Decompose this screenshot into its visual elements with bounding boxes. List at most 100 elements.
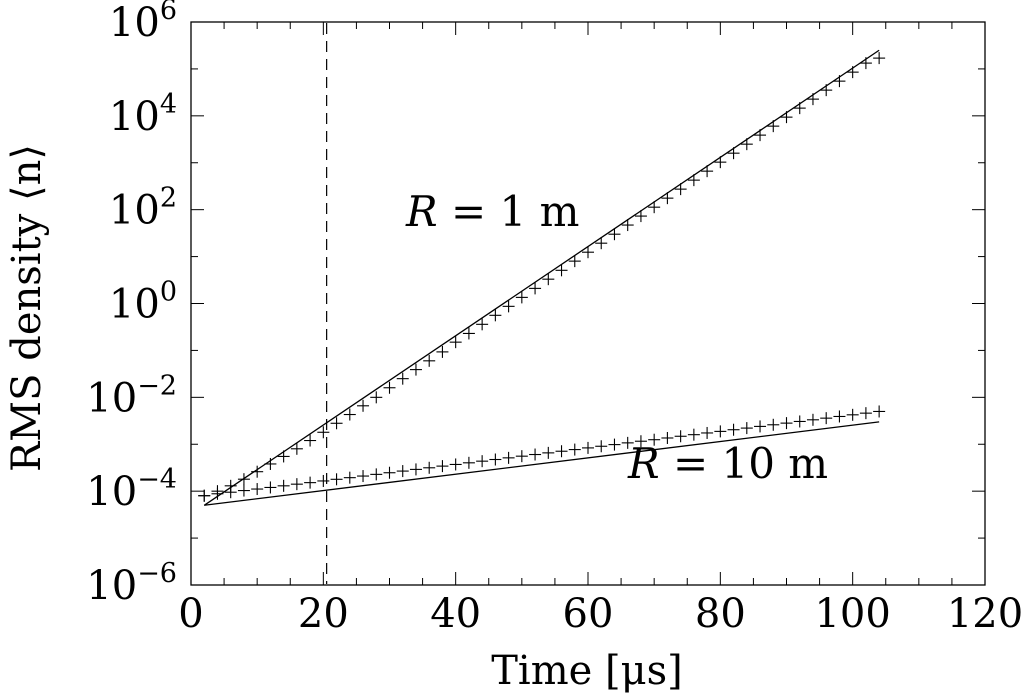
series-1-point (873, 52, 886, 65)
plot-frame (190, 21, 986, 586)
series-1-point (701, 165, 714, 178)
series-2-point (767, 418, 780, 431)
series-1-point (806, 93, 819, 106)
series-1-point (264, 457, 277, 470)
series-1-point (634, 210, 647, 223)
x-tick-label: 120 (947, 591, 1022, 637)
series-1-point (370, 391, 383, 404)
series-1-point (304, 434, 317, 447)
series-2-point (343, 471, 356, 484)
series-1-point (648, 201, 661, 214)
y-tick-label: 102 (109, 183, 177, 234)
x-tick-label: 80 (695, 591, 746, 637)
fit-line-2 (204, 421, 880, 506)
tick-labels: 0 20 40 60 80 100 120 106 104 102 100 10−2 10−4 10−6 (86, 0, 1022, 637)
y-tick-label: 100 (109, 277, 177, 328)
series-2-point (833, 410, 846, 423)
series-1-point (423, 354, 436, 367)
series-1-point (476, 318, 489, 331)
series-2-point (224, 486, 237, 499)
series-2-point (687, 428, 700, 441)
series-1-point (502, 300, 515, 313)
series-2-point (290, 478, 303, 491)
series-2-point (568, 443, 581, 456)
series-1-point (846, 66, 859, 79)
series-1-point (396, 372, 409, 385)
annotation-r10: R = 10 m (627, 439, 828, 488)
series-1-point (237, 473, 250, 486)
y-tick-label: 10−6 (86, 558, 177, 609)
series-1-point (251, 465, 264, 478)
series-2-point (264, 481, 277, 494)
series-2-point (634, 435, 647, 448)
series-1-point (621, 219, 634, 232)
series-1-point (674, 183, 687, 196)
series-1-point (582, 246, 594, 259)
x-tick-label: 60 (563, 591, 614, 637)
series-2-point (277, 479, 290, 492)
series-2-point (502, 451, 515, 464)
x-tick-label: 20 (298, 591, 349, 637)
series-2-point (317, 474, 330, 487)
series-1-point (595, 237, 608, 250)
series-1-point (277, 450, 290, 463)
axis-ticks (190, 21, 986, 586)
series-2-point (462, 456, 475, 469)
series-2-point (529, 448, 542, 461)
fit-line-1 (203, 49, 880, 506)
series-1-point (529, 282, 542, 295)
data-marks (198, 23, 886, 584)
series-2-point (648, 433, 661, 446)
series-1-point (290, 442, 303, 455)
series-1-point (727, 147, 740, 160)
y-axis-label: RMS density ⟨n⟩ (4, 144, 50, 472)
series-2-point (489, 453, 502, 466)
series-2-point (423, 461, 436, 474)
series-2-point (727, 423, 740, 436)
series-2-point (661, 431, 674, 444)
series-2-point (780, 417, 793, 430)
series-1-point (714, 156, 727, 169)
series-2-point (555, 445, 568, 458)
series-2-point (211, 487, 224, 500)
series-1-point (436, 345, 449, 358)
series-1-point (449, 336, 462, 349)
series-1-point (343, 408, 356, 421)
series-2-point (383, 466, 396, 479)
series-2-point (436, 460, 449, 473)
series-1-point (767, 120, 780, 133)
series-2-point (674, 430, 687, 443)
series-2-point (859, 407, 872, 420)
series-1-point (608, 228, 621, 241)
series-1-point (555, 264, 568, 277)
series-2-point (595, 440, 608, 453)
series-2-point (304, 476, 317, 489)
series-1-point (859, 57, 872, 70)
series-1-point (661, 192, 674, 205)
series-1-point (383, 381, 396, 394)
x-axis-label: Time [μs] (491, 648, 683, 694)
series-1-point (820, 84, 833, 97)
series-1-point (740, 138, 753, 151)
series-1-point (330, 417, 343, 430)
series-1-point (833, 75, 846, 88)
series-1-point (409, 363, 422, 376)
series-2-point (449, 458, 462, 471)
series-2-point (793, 415, 806, 428)
y-tick-label: 10−4 (86, 464, 177, 515)
series-2-point (820, 412, 833, 425)
series-2-point (476, 455, 489, 468)
x-tick-label: 100 (814, 591, 890, 637)
series-1-point (542, 273, 555, 286)
series-2-point (198, 489, 211, 502)
series-1-point (780, 111, 793, 124)
series-2-point (608, 438, 621, 451)
series-1-point (515, 291, 528, 304)
plot-area (190, 21, 986, 586)
y-tick-label: 10−2 (86, 370, 177, 421)
series-2-point (621, 436, 634, 449)
series-2-point (806, 413, 819, 426)
series-2-point (357, 470, 370, 483)
series-2-point (251, 483, 264, 496)
